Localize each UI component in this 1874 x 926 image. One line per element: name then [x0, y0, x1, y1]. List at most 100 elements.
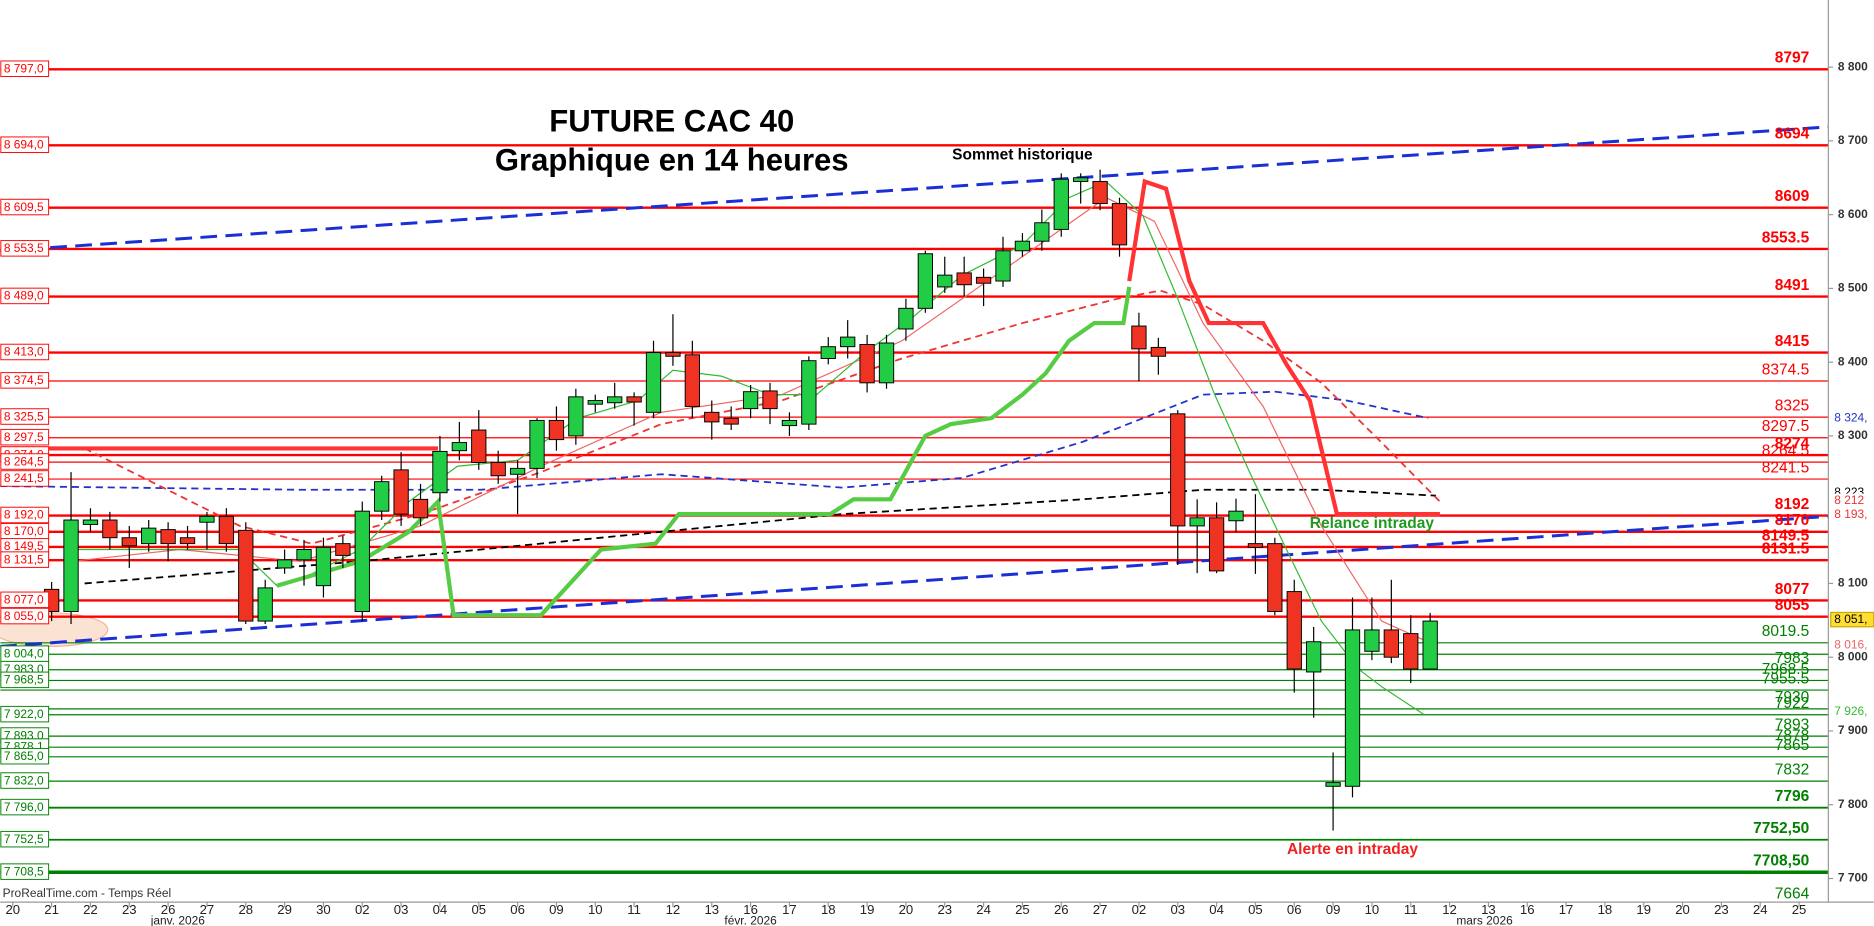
candle-body [1403, 633, 1419, 670]
level-tag [0, 551, 50, 568]
labels: 8 797,0 8797 8 694,0 8694 8 609,5 8609 8 553,5… [0, 50, 1874, 902]
level-left-label: 8 170,0 [4, 524, 44, 538]
level-right-label: 7955.5 [1762, 670, 1809, 687]
x-tick-label: 10 [588, 902, 603, 917]
indicator-line [0, 514, 1829, 648]
level-tag [0, 772, 50, 789]
candle-body [723, 417, 739, 425]
candle-body [393, 469, 409, 515]
candle-body [1092, 180, 1108, 205]
candle-body [1014, 240, 1031, 252]
candle-body [490, 462, 506, 477]
candle-body [1422, 620, 1438, 670]
level-right-label: 8131.5 [1762, 541, 1810, 558]
level-left-label: 8 325,5 [4, 409, 44, 423]
y-tick-label: 8 800 [1838, 59, 1868, 73]
candles [43, 169, 1438, 831]
x-tick-label: 03 [1170, 902, 1185, 917]
chart-subtitle: Graphique en 14 heures [495, 143, 849, 178]
levels [0, 68, 1829, 875]
level-right-label: 7664 [1775, 885, 1810, 902]
axis-tag-label: 8 212 [1834, 493, 1864, 507]
x-tick-label: 23 [1714, 902, 1729, 917]
x-tick-label: 25 [1792, 902, 1807, 917]
level-left-label: 7 968,5 [4, 673, 44, 687]
x-tick-label: 19 [860, 902, 875, 917]
month-label: janv. 2026 [150, 913, 206, 926]
y-tick-label: 8 400 [1838, 354, 1868, 368]
x-tick-label: 11 [627, 902, 641, 917]
source: ProRealTime.com - Temps Réel [3, 886, 172, 900]
candle-body [471, 429, 487, 463]
indicator-line [276, 286, 1132, 618]
candle-body [257, 587, 273, 622]
level-left-label: 8 131,5 [4, 552, 44, 566]
indicator-line [1127, 178, 1440, 517]
annotation: Sommet historique [952, 147, 1093, 164]
candle-body [684, 354, 700, 407]
x-tick-label: 20 [5, 902, 20, 917]
candle-body [1325, 782, 1341, 787]
level-tag [0, 747, 50, 765]
x-tick-label: 12 [666, 902, 681, 917]
level-left-label: 8 297,5 [4, 430, 44, 444]
x-tick-label: 16 [1520, 902, 1535, 917]
level-tag [0, 798, 50, 816]
x-tick-label: 23 [937, 902, 952, 917]
level-left-label: 8 489,0 [4, 289, 44, 303]
level-right-label: 8192 [1775, 496, 1810, 513]
candle-body [1383, 629, 1399, 658]
x-tick-label: 06 [1287, 902, 1302, 917]
candle-body [898, 307, 914, 330]
x-tick-label: 20 [1675, 902, 1690, 917]
candle-body [529, 419, 545, 469]
candle-body [781, 419, 798, 427]
candle-body [102, 519, 118, 539]
level-tag [0, 60, 50, 77]
axis-tag-label: 8 193, [1834, 507, 1867, 521]
y-tick-label: 7 900 [1838, 723, 1868, 737]
level-left-label: 7 708,5 [4, 864, 44, 878]
candle-body [374, 481, 390, 512]
y-tick-label: 8 000 [1838, 649, 1868, 663]
candle-body [548, 419, 565, 441]
level-right-label: 7893 [1775, 716, 1810, 733]
level-right-label: 8241.5 [1762, 459, 1809, 476]
level-right-label: 8374.5 [1762, 361, 1809, 378]
level-right-label: 8274 [1775, 435, 1810, 452]
x-tick-label: 02 [355, 902, 370, 917]
level-right-label: 7796 [1775, 788, 1810, 805]
level-right-label: 8297.5 [1762, 418, 1809, 435]
x-tick-label: 27 [1093, 902, 1108, 917]
candle-body [1053, 178, 1069, 230]
level-right-label: 8609 [1775, 188, 1810, 205]
candle-body [762, 390, 778, 410]
candle-body [645, 352, 662, 413]
axis-tag [1830, 638, 1874, 653]
level-left-label: 8 264,5 [4, 454, 44, 468]
x-tick-label: 13 [704, 902, 719, 917]
x-tick-label: 06 [510, 902, 525, 917]
level-right-label: 8491 [1775, 277, 1810, 294]
level-tag [0, 287, 50, 305]
level-left-label: 8 374,5 [4, 373, 44, 387]
level-tag [0, 506, 50, 524]
x-tick-label: 17 [782, 902, 797, 917]
candle-body [509, 467, 526, 475]
candle-body [82, 519, 99, 525]
level-right-label: 8325 [1775, 397, 1810, 414]
level-right-label: 7878 [1775, 728, 1810, 745]
y-tick-label: 8 100 [1838, 576, 1868, 590]
level-left-label: 7 832,0 [4, 773, 44, 787]
level-tag [0, 453, 50, 470]
level-left-label: 8 797,0 [4, 61, 44, 75]
x-tick-label: 22 [83, 902, 98, 917]
x-tick-label: 02 [1132, 902, 1147, 917]
level-right-label: 8797 [1775, 50, 1810, 67]
month-label: mars 2026 [1456, 913, 1513, 926]
level-left-label: 8 004,0 [4, 646, 44, 660]
level-right-label: 8553.5 [1762, 229, 1810, 246]
candle-body [626, 396, 642, 403]
candle-body [1111, 203, 1128, 246]
